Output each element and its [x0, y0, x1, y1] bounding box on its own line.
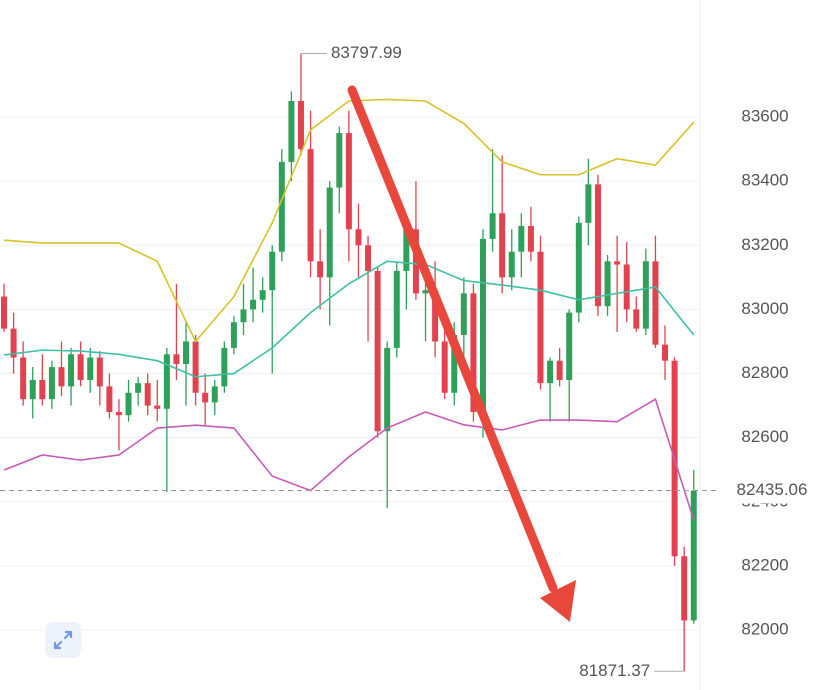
candle-body — [355, 229, 362, 246]
candle-body — [594, 184, 601, 307]
candle-body — [106, 386, 113, 413]
indicator-line — [3, 260, 695, 378]
candle-body — [192, 341, 199, 393]
candle-body — [470, 293, 477, 413]
candle-body — [68, 354, 75, 387]
candle-body — [585, 184, 592, 223]
candle-body — [460, 293, 467, 336]
candle-body — [211, 386, 218, 403]
y-tick-label: 82200 — [741, 555, 788, 574]
candle-body — [77, 354, 84, 380]
trend-arrow-head — [540, 580, 576, 622]
candle-body — [1, 296, 7, 329]
candle-body — [288, 100, 295, 162]
candle-body — [441, 341, 448, 393]
candle-body — [20, 357, 27, 400]
candle-body — [537, 251, 544, 384]
expand-icon-glyph[interactable] — [53, 630, 73, 650]
candle-body — [259, 290, 266, 300]
candle-body — [403, 229, 410, 271]
candle-body — [202, 392, 209, 403]
candle-body — [29, 379, 36, 400]
y-tick-label: 83200 — [741, 235, 788, 254]
y-tick-label: 83400 — [741, 171, 788, 190]
indicator-line — [3, 98, 695, 343]
candle-body — [547, 360, 554, 384]
candle-body — [345, 133, 352, 230]
candle-body — [144, 383, 151, 406]
candle-body — [115, 412, 122, 416]
candle-body — [690, 490, 697, 621]
candle-body — [48, 367, 55, 400]
candle-body — [250, 299, 257, 310]
candle-body — [163, 354, 170, 409]
candle-body — [527, 226, 534, 252]
candle-body — [575, 222, 582, 313]
max-label: 83797.99 — [331, 43, 402, 62]
candle-body — [422, 290, 429, 294]
candle-body — [10, 328, 17, 358]
candle-body — [518, 226, 525, 252]
candle-body — [278, 161, 285, 252]
candle-body — [451, 335, 458, 393]
candle-body — [480, 238, 486, 413]
candle-body — [87, 357, 94, 380]
candle-body — [412, 229, 419, 294]
candle-body — [652, 261, 659, 345]
candle-body — [556, 360, 563, 380]
candle-body — [499, 213, 506, 278]
candle-body — [39, 379, 46, 400]
candle-body — [633, 309, 640, 329]
candle-body — [269, 251, 276, 291]
candle-body — [317, 261, 324, 278]
last-price-tag — [716, 477, 828, 504]
candle-body — [125, 392, 132, 416]
candle-body — [221, 347, 228, 387]
y-tick-label: 82000 — [741, 620, 788, 639]
candle-body — [662, 344, 669, 361]
candle-body — [365, 245, 372, 271]
candle-body — [566, 312, 573, 380]
candle-body — [96, 357, 103, 387]
candle-body — [374, 270, 381, 432]
candle-body — [154, 405, 161, 409]
candle-body — [604, 261, 611, 307]
y-tick-label: 83600 — [741, 107, 788, 126]
candle-body — [240, 309, 247, 323]
overlay — [45, 85, 576, 658]
candle-body — [384, 347, 391, 432]
candle-body — [642, 261, 649, 329]
candle-body — [230, 322, 237, 348]
candle-body — [623, 264, 630, 310]
candle-body — [307, 149, 314, 262]
candle-body — [297, 100, 304, 150]
expand-icon-bg[interactable] — [45, 622, 81, 658]
candle-body — [173, 354, 180, 364]
candle-body — [326, 187, 333, 278]
candle-body — [58, 367, 65, 387]
y-tick-label: 82600 — [741, 427, 788, 446]
candle-body — [336, 133, 343, 188]
candle-body — [681, 556, 688, 621]
candle-body — [393, 270, 400, 348]
candle-body — [183, 341, 190, 364]
candle-body — [508, 251, 515, 278]
candle-body — [489, 213, 496, 239]
candle-body — [135, 383, 142, 393]
candle-body — [432, 290, 439, 342]
y-tick-label: 82800 — [741, 363, 788, 382]
trend-arrow-shaft — [347, 85, 558, 593]
plot-area — [1, 53, 697, 672]
min-label: 81871.37 — [579, 661, 650, 680]
candle-body — [614, 261, 621, 265]
expand-icon[interactable] — [45, 622, 81, 658]
indicator-line — [3, 397, 695, 521]
last-price-label: 82435.06 — [737, 480, 808, 499]
y-tick-label: 83000 — [741, 299, 788, 318]
